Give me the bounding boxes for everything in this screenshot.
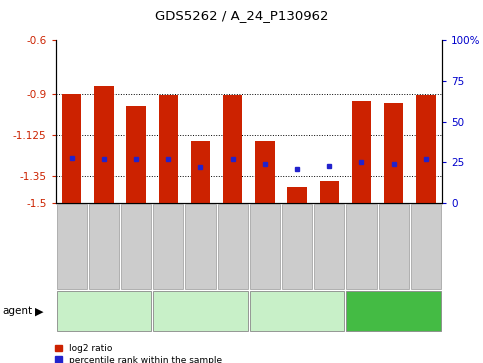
Text: GSM1151944: GSM1151944 [196, 221, 205, 272]
Text: GSM1151947: GSM1151947 [421, 221, 430, 272]
Text: interleukin 4: interleukin 4 [75, 307, 133, 316]
Bar [352, 101, 371, 203]
Text: GSM1151943: GSM1151943 [164, 221, 173, 272]
Text: GSM1151948: GSM1151948 [131, 221, 141, 272]
Text: GSM1151949: GSM1151949 [228, 221, 237, 272]
Text: unstimulated: unstimulated [364, 307, 424, 316]
Bar [384, 102, 403, 203]
Text: GSM1151950: GSM1151950 [325, 221, 334, 272]
Text: GSM1151946: GSM1151946 [293, 221, 301, 272]
Text: GSM1151941: GSM1151941 [67, 221, 76, 272]
Text: ▶: ▶ [35, 306, 43, 316]
Bar [94, 86, 114, 203]
Text: GSM1151940: GSM1151940 [389, 221, 398, 272]
Bar [191, 140, 210, 203]
Bar [223, 95, 242, 203]
Text: interleukin 13: interleukin 13 [169, 307, 232, 316]
Bar [287, 187, 307, 203]
Bar [62, 94, 81, 203]
Bar [416, 95, 436, 203]
Legend: log2 ratio, percentile rank within the sample: log2 ratio, percentile rank within the s… [55, 344, 222, 363]
Text: GDS5262 / A_24_P130962: GDS5262 / A_24_P130962 [155, 9, 328, 22]
Text: tumor necrosis
factor-α: tumor necrosis factor-α [263, 302, 331, 321]
Text: GSM1151942: GSM1151942 [99, 221, 108, 272]
Bar [320, 182, 339, 203]
Text: GSM1151945: GSM1151945 [260, 221, 270, 272]
Bar [255, 140, 274, 203]
Text: agent: agent [2, 306, 32, 316]
Text: GSM1151939: GSM1151939 [357, 221, 366, 272]
Bar [158, 95, 178, 203]
Bar [127, 106, 146, 203]
